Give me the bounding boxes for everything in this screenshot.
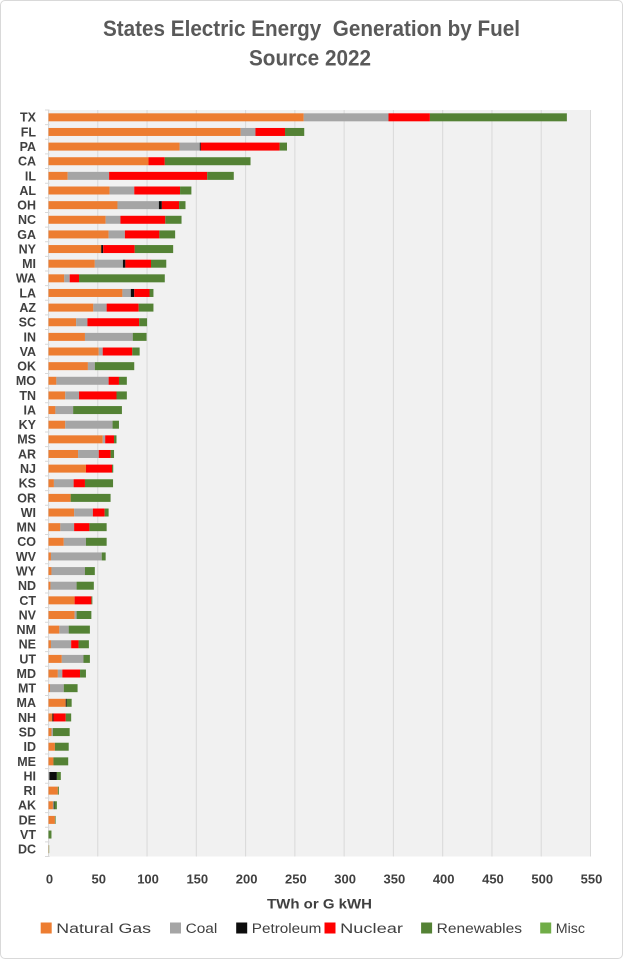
svg-text:200: 200 [236,872,258,887]
svg-text:250: 250 [285,872,307,887]
svg-text:SD: SD [19,725,36,739]
svg-text:SC: SC [19,316,36,330]
svg-text:OR: OR [17,491,36,505]
svg-text:TN: TN [19,389,36,403]
svg-text:CT: CT [19,594,36,608]
svg-text:Nuclear: Nuclear [340,921,404,936]
svg-text:Source 2022: Source 2022 [249,45,371,70]
svg-text:Coal: Coal [186,921,218,936]
svg-text:CO: CO [17,535,36,549]
svg-text:AZ: AZ [19,301,36,315]
svg-text:350: 350 [384,872,406,887]
svg-text:AR: AR [18,447,36,461]
svg-text:ND: ND [18,579,36,593]
svg-text:ID: ID [24,740,37,754]
svg-text:KY: KY [19,418,37,432]
svg-text:IA: IA [24,403,37,417]
svg-text:MT: MT [18,682,36,696]
svg-text:Misc: Misc [556,921,585,936]
svg-text:RI: RI [24,784,37,798]
svg-text:NH: NH [18,711,36,725]
svg-text:NE: NE [19,638,36,652]
svg-text:LA: LA [19,286,36,300]
svg-text:150: 150 [186,872,208,887]
svg-text:PA: PA [20,140,36,154]
svg-text:100: 100 [137,872,159,887]
svg-text:OK: OK [17,360,36,374]
svg-text:FL: FL [21,125,37,139]
svg-text:CA: CA [18,155,36,169]
svg-text:TWh or G kWH: TWh or G kWH [267,896,372,912]
svg-text:MI: MI [22,257,36,271]
svg-text:NC: NC [18,213,36,227]
svg-text:DC: DC [18,843,36,857]
svg-text:400: 400 [433,872,455,887]
svg-text:States Electric Energy Genera: States Electric Energy Generation by Fue… [103,16,520,41]
svg-text:IL: IL [25,169,36,183]
svg-text:VT: VT [20,828,36,842]
svg-text:Renewables: Renewables [437,921,523,936]
svg-text:550: 550 [581,872,603,887]
svg-text:NJ: NJ [20,462,36,476]
svg-text:TX: TX [20,111,37,125]
svg-text:AL: AL [19,184,36,198]
svg-text:UT: UT [19,652,36,666]
svg-text:ME: ME [17,755,36,769]
svg-text:Petroleum: Petroleum [252,921,322,936]
svg-text:WA: WA [16,272,36,286]
svg-text:Natural Gas: Natural Gas [56,921,151,936]
svg-text:DE: DE [19,813,36,827]
svg-text:WY: WY [16,564,37,578]
svg-text:300: 300 [334,872,356,887]
svg-text:MS: MS [17,433,36,447]
svg-text:KS: KS [19,477,36,491]
svg-text:HI: HI [24,769,37,783]
svg-text:WV: WV [16,550,37,564]
svg-text:MN: MN [17,521,36,535]
svg-text:GA: GA [17,228,36,242]
svg-text:IN: IN [24,330,37,344]
svg-text:MD: MD [17,667,36,681]
svg-text:NY: NY [19,242,37,256]
svg-text:50: 50 [92,872,106,887]
svg-text:VA: VA [20,345,36,359]
svg-text:450: 450 [482,872,504,887]
svg-text:MA: MA [17,696,36,710]
svg-text:AK: AK [18,799,36,813]
svg-text:MO: MO [16,374,36,388]
svg-text:WI: WI [21,506,36,520]
svg-text:0: 0 [46,872,53,887]
svg-text:NM: NM [17,623,36,637]
svg-text:NV: NV [19,608,37,622]
svg-text:OH: OH [17,199,36,213]
svg-text:500: 500 [531,872,553,887]
